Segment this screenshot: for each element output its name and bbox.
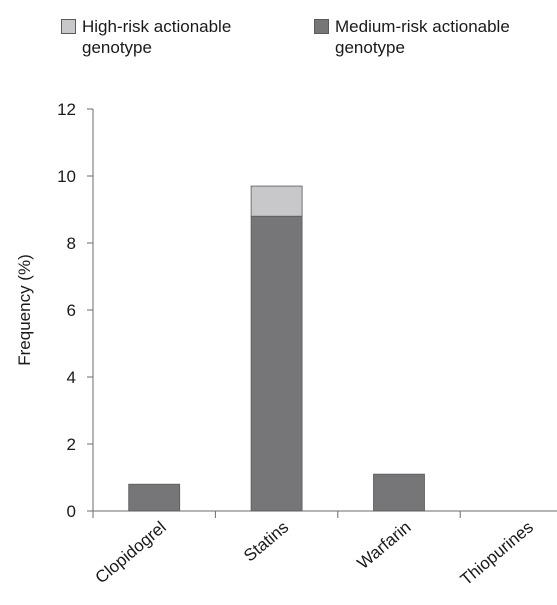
x-category-label: Warfarin [354, 518, 415, 573]
x-category-label: Thiopurines [457, 518, 537, 590]
y-tick-label: 12 [57, 100, 76, 119]
bar-clopidogrel-medium-risk [128, 483, 181, 512]
y-tick-label: 6 [67, 301, 76, 320]
chart-legend: High-risk actionable genotype Medium-ris… [0, 16, 557, 76]
x-category-label: Clopidogrel [92, 518, 170, 588]
legend-label-medium-risk: Medium-risk actionable genotype [335, 17, 510, 57]
legend-swatch-medium-risk [314, 19, 329, 34]
legend-swatch-high-risk [61, 19, 76, 34]
y-tick-label: 0 [67, 502, 76, 521]
bar-statins-high-risk [250, 185, 303, 217]
y-tick-label: 2 [67, 435, 76, 454]
legend-item-medium-risk: Medium-risk actionable genotype [314, 16, 510, 58]
bar-warfarin-medium-risk [373, 473, 425, 512]
y-tick-label: 4 [67, 368, 76, 387]
legend-label-high-risk: High-risk actionable genotype [82, 17, 232, 57]
y-tick-label: 8 [67, 234, 76, 253]
legend-item-high-risk: High-risk actionable genotype [61, 16, 231, 58]
y-tick-label: 10 [57, 167, 76, 186]
bar-statins-medium-risk [250, 215, 303, 512]
x-category-label: Statins [240, 518, 292, 566]
y-axis-title: Frequency (%) [15, 254, 34, 365]
